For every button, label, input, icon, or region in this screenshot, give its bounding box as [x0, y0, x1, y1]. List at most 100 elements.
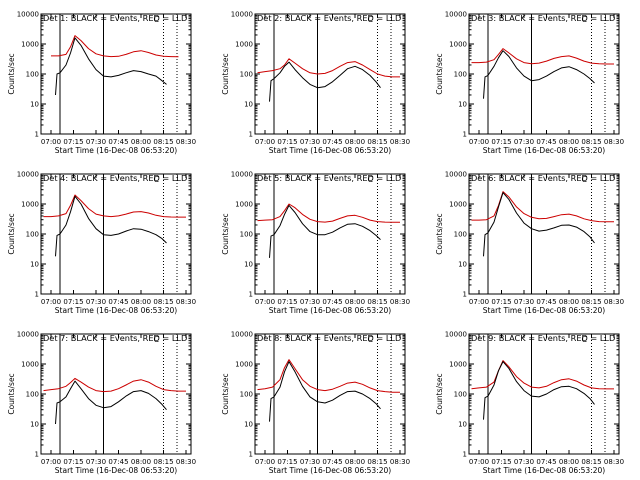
- plot-frame: [254, 13, 406, 135]
- y-tick-label: 10: [244, 421, 253, 429]
- x-tick-label: 08:00: [559, 458, 579, 466]
- y-tick-label: 10: [30, 421, 39, 429]
- lld-series-line: [471, 48, 614, 65]
- chart-title: Det 2: BLACK = Events, RED = LLD: [257, 13, 401, 23]
- x-tick-label: 07:15: [277, 298, 297, 306]
- y-tick-label: 1000: [449, 361, 467, 369]
- y-tick-label: 1000: [21, 201, 39, 209]
- y-tick-label: 1: [35, 131, 39, 139]
- lld-series-line: [471, 191, 614, 223]
- x-tick-label: 08:00: [345, 138, 365, 146]
- x-tick-label: 08:15: [153, 298, 173, 306]
- x-tick-label: 08:30: [604, 298, 624, 306]
- y-axis-label: Counts/sec: [7, 213, 16, 254]
- x-tick-label: 08:30: [390, 298, 410, 306]
- y-axis-label: Counts/sec: [221, 213, 230, 254]
- marker-letter: C: [368, 15, 374, 24]
- x-tick-label: 07:15: [491, 138, 511, 146]
- y-tick-label: 10000: [231, 171, 253, 179]
- events-series-line: [483, 192, 595, 257]
- y-axis-label: Counts/sec: [435, 53, 444, 94]
- y-tick-label: 10: [244, 101, 253, 109]
- x-tick-label: 07:30: [86, 138, 106, 146]
- x-tick-label: 07:30: [300, 458, 320, 466]
- chart-title: Det 4: BLACK = Events, RED = LLD: [43, 173, 187, 183]
- marker-letter: C: [368, 335, 374, 344]
- x-tick-label: 08:30: [390, 458, 410, 466]
- marker-letter: C: [582, 15, 588, 24]
- plot-frame: [468, 173, 620, 295]
- y-tick-label: 100: [240, 71, 253, 79]
- y-tick-label: 1: [249, 131, 253, 139]
- plot-frame: [468, 333, 620, 455]
- x-tick-label: 08:00: [345, 458, 365, 466]
- y-tick-label: 10000: [445, 171, 467, 179]
- x-axis-label: Start Time (16-Dec-08 06:53:20): [55, 466, 177, 475]
- chart-panel-7: Det 7: BLACK = Events, RED = LLD 1 10 100 10…: [7, 331, 196, 476]
- x-tick-label: 08:30: [176, 138, 196, 146]
- y-tick-label: 10: [30, 261, 39, 269]
- x-tick-label: 08:30: [390, 138, 410, 146]
- x-tick-label: 07:45: [108, 298, 128, 306]
- y-tick-label: 100: [26, 391, 39, 399]
- x-tick-label: 08:30: [176, 298, 196, 306]
- plot-frame: [254, 333, 406, 455]
- lld-series-line: [257, 58, 400, 78]
- x-tick-label: 07:00: [41, 298, 61, 306]
- x-axis-label: Start Time (16-Dec-08 06:53:20): [269, 306, 391, 315]
- y-tick-label: 1000: [449, 201, 467, 209]
- x-tick-label: 07:30: [514, 138, 534, 146]
- events-series-line: [55, 380, 167, 425]
- x-tick-label: 07:30: [514, 458, 534, 466]
- x-tick-label: 07:15: [63, 138, 83, 146]
- x-tick-label: 08:00: [559, 298, 579, 306]
- y-tick-label: 10: [458, 421, 467, 429]
- y-tick-label: 100: [454, 71, 467, 79]
- x-axis-label: Start Time (16-Dec-08 06:53:20): [483, 146, 605, 155]
- x-tick-label: 07:15: [63, 298, 83, 306]
- x-tick-label: 07:15: [491, 458, 511, 466]
- y-tick-label: 10: [30, 101, 39, 109]
- x-tick-label: 08:15: [153, 138, 173, 146]
- x-tick-label: 08:15: [367, 138, 387, 146]
- y-tick-label: 1000: [21, 41, 39, 49]
- y-tick-label: 10000: [231, 331, 253, 339]
- chart-title: Det 7: BLACK = Events, RED = LLD: [43, 333, 187, 343]
- y-tick-label: 1: [463, 131, 467, 139]
- marker-letter: C: [582, 335, 588, 344]
- lld-series-line: [257, 359, 400, 393]
- x-tick-label: 08:15: [153, 458, 173, 466]
- x-tick-label: 08:15: [367, 458, 387, 466]
- x-tick-label: 07:00: [41, 138, 61, 146]
- chart-panel-8: Det 8: BLACK = Events, RED = LLD 1 10 100 10…: [221, 331, 410, 476]
- x-tick-label: 07:00: [41, 458, 61, 466]
- x-tick-label: 07:15: [277, 138, 297, 146]
- x-tick-label: 07:45: [536, 298, 556, 306]
- x-tick-label: 07:45: [322, 458, 342, 466]
- events-series-line: [269, 61, 381, 102]
- x-tick-label: 07:30: [86, 458, 106, 466]
- x-tick-label: 08:15: [581, 138, 601, 146]
- chart-panel-2: Det 2: BLACK = Events, RED = LLD 1 10 100 10…: [221, 11, 410, 156]
- y-axis-label: Counts/sec: [221, 53, 230, 94]
- x-tick-label: 08:00: [559, 138, 579, 146]
- x-tick-label: 07:00: [255, 298, 275, 306]
- x-axis-label: Start Time (16-Dec-08 06:53:20): [269, 466, 391, 475]
- x-tick-label: 08:15: [581, 298, 601, 306]
- chart-panel-9: Det 9: BLACK = Events, RED = LLD 1 10 100 10…: [435, 331, 624, 476]
- x-tick-label: 07:15: [63, 458, 83, 466]
- x-tick-label: 07:30: [300, 298, 320, 306]
- chart-title: Det 6: BLACK = Events, RED = LLD: [471, 173, 615, 183]
- x-axis-label: Start Time (16-Dec-08 06:53:20): [55, 146, 177, 155]
- y-tick-label: 10000: [445, 331, 467, 339]
- y-tick-label: 100: [26, 71, 39, 79]
- y-tick-label: 10000: [17, 331, 39, 339]
- y-tick-label: 1000: [235, 201, 253, 209]
- x-tick-label: 07:15: [491, 298, 511, 306]
- events-series-line: [269, 204, 381, 258]
- x-tick-label: 07:45: [322, 138, 342, 146]
- events-series-line: [269, 361, 381, 422]
- lld-series-line: [43, 194, 186, 218]
- y-tick-label: 100: [240, 391, 253, 399]
